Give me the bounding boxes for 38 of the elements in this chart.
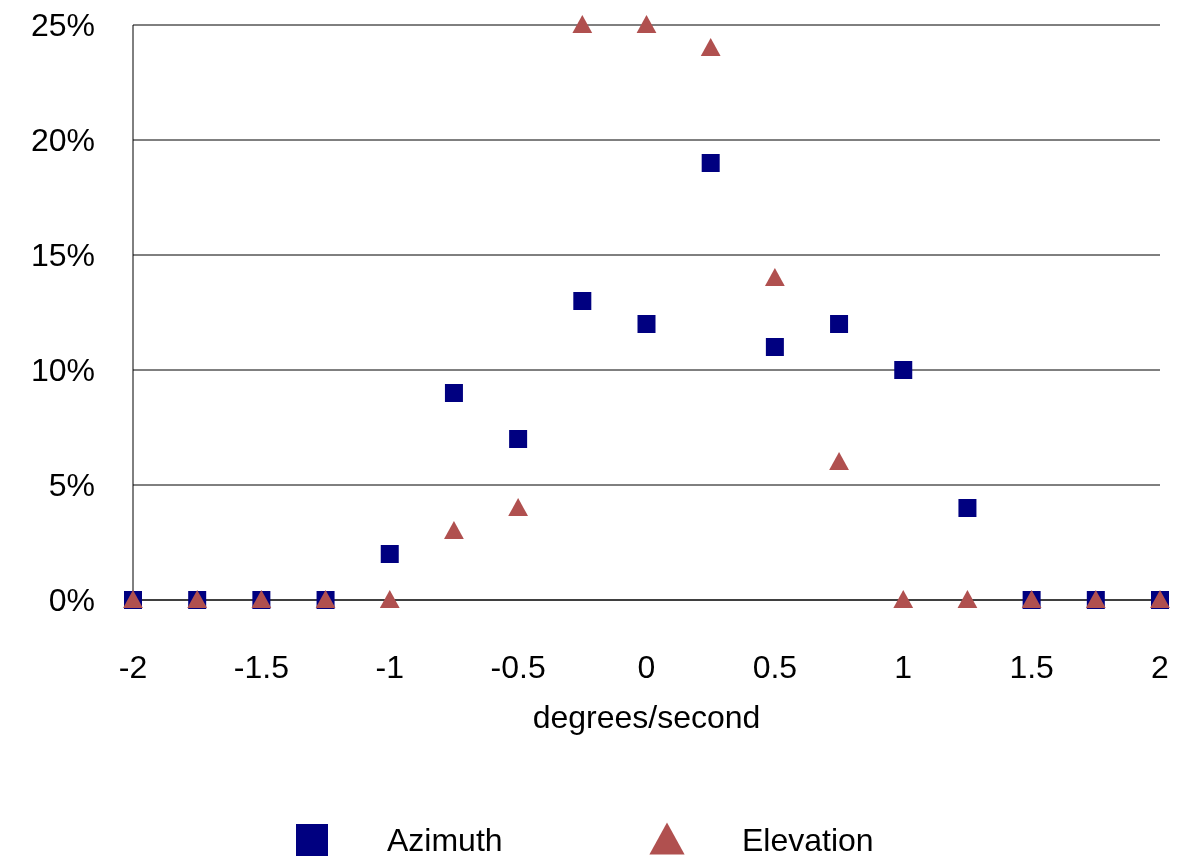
x-tick-label: 1 bbox=[894, 649, 913, 685]
point bbox=[893, 590, 914, 609]
y-tick-label: 20% bbox=[30, 122, 95, 159]
point bbox=[894, 361, 913, 379]
x-tick-label: 0.5 bbox=[752, 649, 798, 685]
point bbox=[957, 590, 978, 609]
x-tick-label: 0 bbox=[637, 649, 656, 685]
point bbox=[700, 38, 721, 57]
y-tick-label: 5% bbox=[48, 467, 95, 504]
point bbox=[573, 292, 592, 310]
x-axis-title: degrees/second bbox=[532, 699, 761, 735]
point bbox=[509, 430, 528, 448]
x-tick-label: 1.5 bbox=[1009, 649, 1054, 685]
y-tick-label: 0% bbox=[48, 582, 95, 619]
y-tick-label: 25% bbox=[30, 7, 95, 44]
y-tick-label: 15% bbox=[30, 237, 95, 274]
point bbox=[572, 15, 593, 34]
point bbox=[444, 384, 463, 402]
point bbox=[830, 315, 849, 333]
point bbox=[829, 452, 849, 471]
x-tick-label: -1 bbox=[375, 649, 404, 685]
point bbox=[444, 521, 464, 540]
x-tick-label: -0.5 bbox=[490, 649, 546, 685]
x-tick-label: -2 bbox=[118, 649, 148, 685]
point bbox=[958, 499, 977, 517]
x-tick-label: -1.5 bbox=[233, 649, 289, 685]
point bbox=[765, 338, 784, 356]
x-tick-label: 2 bbox=[1151, 649, 1169, 685]
legend-label: Elevation bbox=[742, 822, 874, 859]
point bbox=[636, 15, 657, 34]
point bbox=[637, 315, 656, 333]
legend-label: Azimuth bbox=[387, 822, 503, 859]
y-tick-label: 10% bbox=[30, 352, 95, 389]
point bbox=[764, 268, 785, 287]
point bbox=[380, 545, 399, 563]
point bbox=[508, 498, 529, 517]
point bbox=[701, 154, 720, 172]
point bbox=[379, 590, 400, 609]
